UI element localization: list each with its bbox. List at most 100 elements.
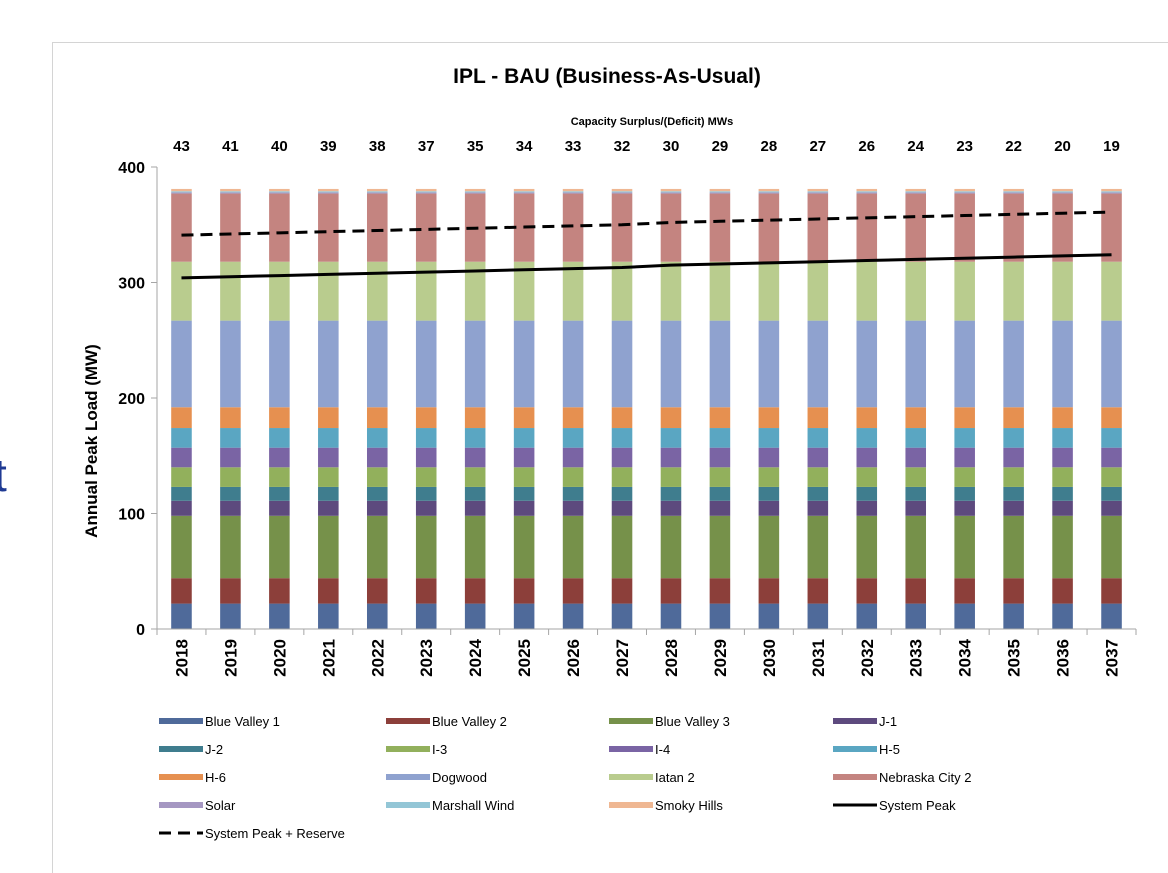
legend-label: Iatan 2 [655, 770, 695, 785]
bar-segment-2029-smoky-hills [709, 188, 731, 192]
bar-segment-2020-nebraska-city-2 [269, 193, 290, 262]
x-tick-label: 2020 [270, 639, 289, 677]
bar-segment-2023-h-5 [415, 428, 437, 448]
surplus-value: 19 [1103, 138, 1120, 155]
bar-segment-2027-marshall-wind [611, 191, 633, 193]
bar-segment-2026-nebraska-city-2 [562, 193, 584, 262]
bar-segment-2027-j-1 [611, 500, 633, 516]
legend-swatch [609, 746, 653, 752]
bar-segment-2035-blue-valley-2 [1003, 578, 1024, 604]
bar-segment-2035-i-4 [1003, 447, 1024, 468]
bar-segment-2028-h-5 [660, 428, 682, 448]
bar-segment-2023-blue-valley-2 [415, 578, 437, 604]
bar-segment-2029-iatan-2 [709, 261, 731, 321]
bar-segment-2023-solar [415, 192, 437, 194]
legend-label: Nebraska City 2 [879, 770, 971, 785]
bar-segment-2031-marshall-wind [807, 191, 829, 193]
bar-segment-2035-solar [1003, 192, 1024, 194]
bar-segment-2028-blue-valley-2 [660, 578, 682, 604]
bar-segment-2026-iatan-2 [562, 261, 584, 321]
bar-segment-2033-j-1 [905, 500, 927, 516]
chart-frame: IPL - BAU (Business-As-Usual) Capacity S… [52, 42, 1168, 873]
legend-swatch [159, 774, 203, 780]
bar-segment-2022-dogwood [366, 320, 388, 408]
bar-segment-2032-dogwood [856, 320, 878, 408]
bar-segment-2030-smoky-hills [758, 188, 780, 192]
bar-segment-2037-marshall-wind [1101, 191, 1122, 193]
surplus-value: 34 [516, 138, 533, 155]
surplus-value: 26 [858, 138, 875, 155]
bar-segment-2035-smoky-hills [1003, 188, 1024, 192]
y-tick-label: 300 [118, 276, 145, 293]
legend-swatch [833, 746, 877, 752]
bar-segment-2021-j-1 [318, 500, 339, 516]
bar-segment-2021-solar [318, 192, 339, 194]
surplus-value: 23 [956, 138, 973, 155]
bar-segment-2033-blue-valley-3 [905, 515, 927, 579]
bar-segment-2031-solar [807, 192, 829, 194]
surplus-value: 22 [1005, 138, 1022, 155]
bar-segment-2025-iatan-2 [513, 261, 535, 321]
y-tick-label: 400 [118, 160, 145, 177]
bar-segment-2031-j-2 [807, 486, 829, 501]
bar-segment-2023-iatan-2 [415, 261, 437, 321]
x-tick-label: 2027 [613, 639, 632, 677]
bar-segment-2034-blue-valley-2 [954, 578, 975, 604]
bar-segment-2030-nebraska-city-2 [758, 193, 780, 262]
bar-segment-2020-blue-valley-1 [269, 603, 290, 629]
top-axis-title: Capacity Surplus/(Deficit) MWs [571, 116, 734, 128]
bar-segment-2027-i-4 [611, 447, 633, 468]
bar-segment-2037-j-2 [1101, 486, 1122, 501]
bar-segment-2035-blue-valley-1 [1003, 603, 1024, 629]
bar-segment-2033-blue-valley-1 [905, 603, 927, 629]
bar-segment-2027-smoky-hills [611, 188, 633, 192]
bar-segment-2036-blue-valley-1 [1052, 603, 1073, 629]
bar-segment-2021-blue-valley-2 [318, 578, 339, 604]
bar-segment-2031-blue-valley-2 [807, 578, 829, 604]
bar-segment-2023-blue-valley-3 [415, 515, 437, 579]
surplus-value: 33 [565, 138, 582, 155]
bar-segment-2031-smoky-hills [807, 188, 829, 192]
y-tick-label: 200 [118, 391, 145, 408]
bar-segment-2032-nebraska-city-2 [856, 193, 878, 262]
bar-segment-2023-i-4 [415, 447, 437, 468]
bar-segment-2020-dogwood [269, 320, 290, 408]
bar-segment-2034-smoky-hills [954, 188, 975, 192]
bar-segment-2031-dogwood [807, 320, 829, 408]
bar-segment-2037-dogwood [1101, 320, 1122, 408]
bar-segment-2029-i-4 [709, 447, 731, 468]
bar-segment-2035-iatan-2 [1003, 261, 1024, 321]
bar-segment-2019-smoky-hills [220, 188, 241, 192]
bar-segment-2035-nebraska-city-2 [1003, 193, 1024, 262]
bar-segment-2036-dogwood [1052, 320, 1073, 408]
bar-segment-2034-blue-valley-1 [954, 603, 975, 629]
bar-segment-2021-dogwood [318, 320, 339, 408]
bar-segment-2033-marshall-wind [905, 191, 927, 193]
bar-segment-2022-marshall-wind [366, 191, 388, 193]
legend-label: Blue Valley 1 [205, 714, 280, 729]
bar-segment-2020-blue-valley-2 [269, 578, 290, 604]
x-tick-label: 2025 [515, 639, 534, 677]
legend-swatch [609, 718, 653, 724]
bar-segment-2019-i-3 [220, 467, 241, 487]
bar-segment-2022-i-4 [366, 447, 388, 468]
bar-segment-2018-dogwood [171, 320, 192, 408]
bar-segment-2018-smoky-hills [171, 188, 192, 192]
bar-segment-2026-j-2 [562, 486, 584, 501]
bar-segment-2036-nebraska-city-2 [1052, 193, 1073, 262]
bar-segment-2030-h-6 [758, 407, 780, 429]
bar-segment-2018-h-6 [171, 407, 192, 429]
bar-segment-2019-h-6 [220, 407, 241, 429]
bar-segment-2019-h-5 [220, 428, 241, 448]
bar-segment-2031-i-3 [807, 467, 829, 487]
bar-segment-2025-i-4 [513, 447, 535, 468]
bar-segment-2021-i-4 [318, 447, 339, 468]
bar-segment-2022-h-6 [366, 407, 388, 429]
bar-segment-2028-h-6 [660, 407, 682, 429]
bar-segment-2028-j-1 [660, 500, 682, 516]
bar-segment-2029-dogwood [709, 320, 731, 408]
bar-segment-2030-i-3 [758, 467, 780, 487]
bar-segment-2021-smoky-hills [318, 188, 339, 192]
bar-segment-2030-blue-valley-2 [758, 578, 780, 604]
bar-segment-2018-h-5 [171, 428, 192, 448]
